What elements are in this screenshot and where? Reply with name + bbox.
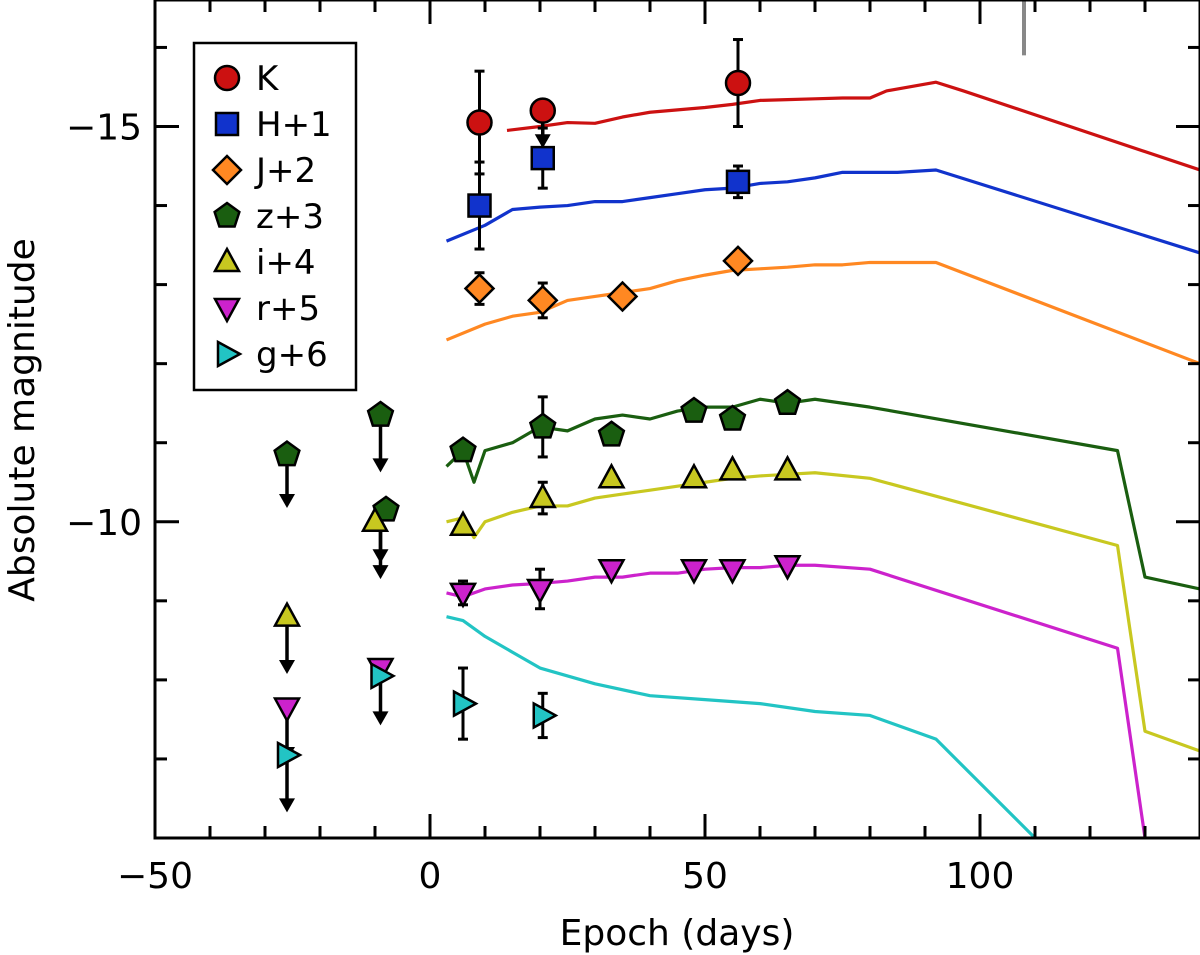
error-bars (458, 38, 743, 741)
legend-marker-rplus5 (212, 297, 242, 324)
y-tick-label: −10 (66, 503, 142, 544)
point-zplus3-4 (528, 412, 557, 439)
point-zplus3-1 (366, 400, 395, 427)
model-curve-k (506, 80, 1200, 172)
point-hplus1-2 (725, 169, 751, 195)
point-hplus1-0 (467, 193, 492, 218)
point-iplus4-0 (272, 601, 302, 627)
limit-arrowhead-k-0 (534, 134, 551, 149)
point-zplus3-5 (597, 420, 626, 447)
point-zplus3-2 (372, 495, 400, 522)
model-curve-rplus5 (446, 563, 1147, 839)
model-curve-gplus6 (446, 615, 1037, 840)
y-tick-label: −15 (66, 107, 142, 148)
point-jplus2-3 (722, 245, 754, 277)
y-axis-label: Absolute magnitude (2, 238, 43, 602)
point-iplus4-7 (773, 454, 802, 481)
point-iplus4-1 (360, 506, 390, 533)
point-k-2 (724, 69, 752, 97)
legend-label-jplus2: J+2 (254, 151, 316, 191)
limit-arrowhead-zplus3-1 (372, 458, 389, 473)
model-curve-hplus1 (445, 168, 1200, 255)
point-rplus5-3 (525, 578, 555, 605)
limit-arrowhead-iplus4-1 (372, 565, 389, 580)
model-curves (445, 80, 1200, 840)
point-rplus5-2 (448, 582, 478, 609)
legend-label-k: K (256, 59, 280, 99)
point-zplus3-0 (273, 440, 301, 467)
point-iplus4-2 (448, 510, 478, 536)
point-iplus4-4 (597, 462, 626, 489)
axis-ticks (153, 0, 1200, 838)
legend-label-iplus4: i+4 (256, 243, 316, 283)
limit-arrowhead-rplus5-1 (372, 711, 389, 726)
legend-label-zplus3: z+3 (256, 197, 324, 237)
point-zplus3-7 (718, 404, 747, 431)
point-k-1 (529, 97, 556, 124)
model-curve-iplus4 (446, 471, 1200, 753)
point-iplus4-5 (679, 462, 709, 489)
point-zplus3-3 (449, 436, 477, 463)
point-gplus6-3 (532, 701, 559, 730)
plot-frame (153, 0, 1200, 840)
x-tick-label: −50 (117, 856, 193, 897)
legend-marker-k (213, 64, 241, 92)
data-points (272, 69, 802, 770)
point-rplus5-6 (718, 558, 747, 585)
legend-label-hplus1: H+1 (256, 105, 332, 145)
point-jplus2-0 (463, 272, 496, 305)
legend-marker-iplus4 (212, 246, 242, 273)
model-curve-zplus3 (445, 397, 1200, 591)
point-gplus6-1 (370, 661, 397, 691)
point-zplus3-6 (680, 396, 708, 423)
point-rplus5-5 (679, 558, 709, 585)
legend-label-rplus5: r+5 (256, 289, 320, 329)
point-rplus5-7 (773, 555, 802, 581)
point-iplus4-3 (528, 482, 557, 509)
limit-arrowhead-zplus3-0 (279, 493, 295, 508)
axis-tick-labels: −50 0 50 100 −10 −15 (66, 107, 1014, 897)
legend-marker-hplus1 (214, 111, 240, 137)
point-jplus2-1 (526, 284, 559, 317)
point-gplus6-0 (276, 740, 303, 770)
x-tick-label: 50 (682, 856, 728, 897)
limit-arrowhead-iplus4-0 (279, 659, 295, 674)
x-axis-label: Epoch (days) (560, 913, 795, 954)
legend-marker-jplus2 (211, 154, 243, 186)
legend: K H+1 J+2 z+3 i+4 r+5 g+6 (192, 41, 358, 392)
model-curve-jplus2 (445, 260, 1200, 366)
point-k-0 (466, 109, 493, 136)
point-iplus4-6 (718, 454, 747, 481)
x-tick-label: 0 (419, 856, 442, 897)
legend-label-gplus6: g+6 (256, 335, 328, 375)
legend-marker-zplus3 (213, 201, 241, 228)
legend-marker-gplus6 (216, 339, 243, 369)
limit-arrowhead-gplus6-0 (279, 798, 295, 813)
x-tick-label: 100 (946, 856, 1015, 897)
point-hplus1-1 (530, 145, 555, 171)
point-jplus2-2 (606, 280, 639, 313)
point-rplus5-4 (597, 558, 626, 585)
point-gplus6-2 (452, 689, 479, 718)
point-zplus3-8 (773, 388, 802, 415)
point-rplus5-0 (272, 697, 302, 724)
